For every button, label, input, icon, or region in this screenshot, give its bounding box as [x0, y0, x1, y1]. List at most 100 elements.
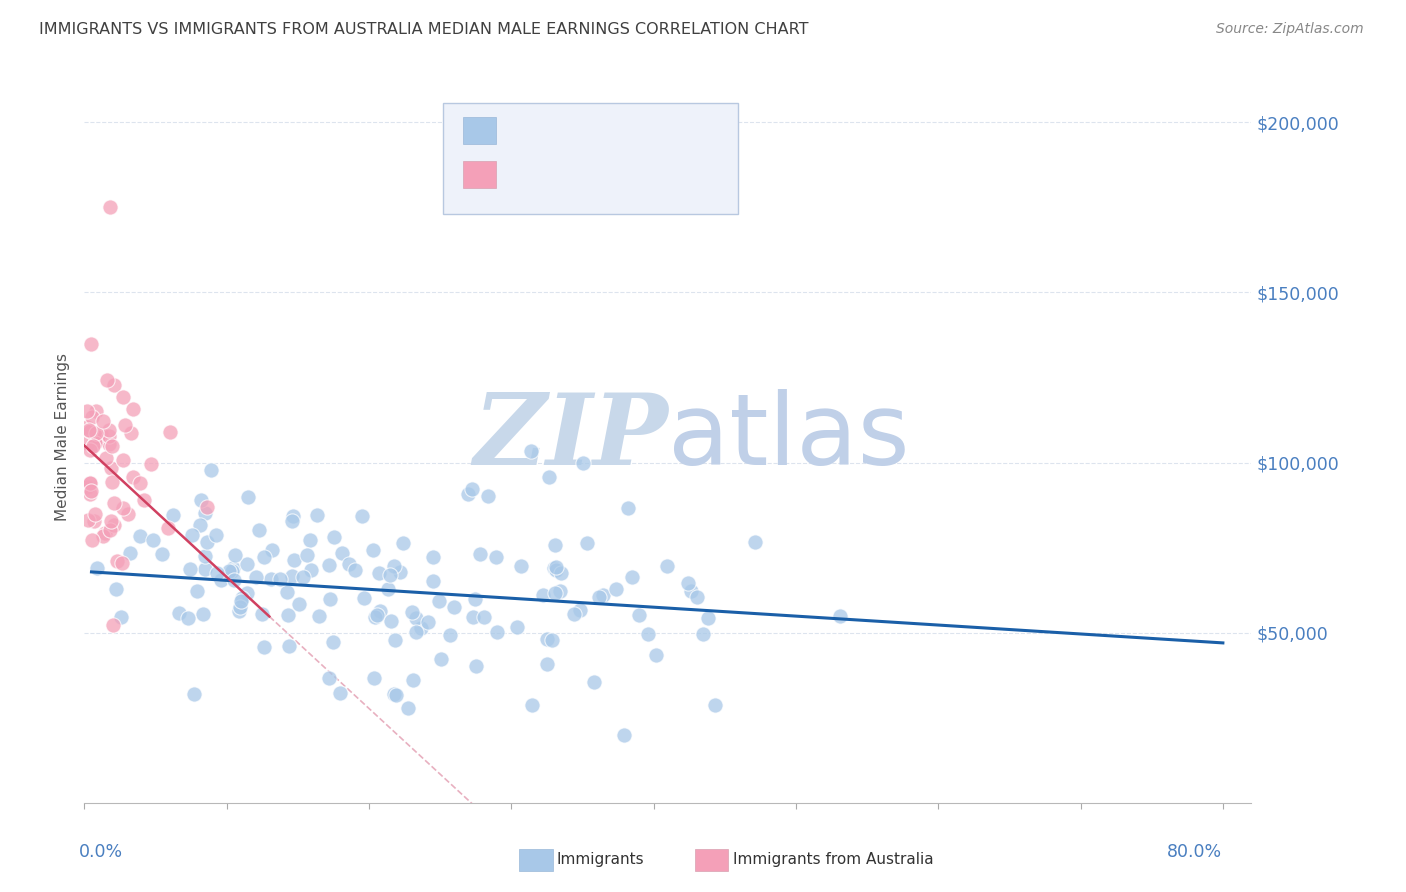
Point [157, 521, 180, 535]
Point [299, 563, 322, 577]
Point [83, 514, 105, 528]
Point [343, 563, 366, 577]
Point [337, 558, 360, 572]
Point [520, 698, 543, 713]
Point [541, 633, 564, 648]
Point [405, 611, 427, 625]
Point [461, 482, 484, 496]
Point [129, 475, 152, 490]
Point [368, 603, 391, 617]
Point [103, 518, 125, 533]
Point [218, 564, 240, 578]
Point [80, 533, 103, 547]
Point [550, 583, 572, 598]
Point [105, 582, 128, 596]
Point [592, 588, 614, 602]
Point [506, 620, 529, 634]
Point [86, 560, 108, 574]
Point [510, 558, 533, 573]
Point [247, 523, 270, 537]
Point [744, 535, 766, 549]
Point [82, 410, 104, 425]
Point [231, 594, 253, 608]
Point [461, 610, 484, 624]
Point [363, 671, 385, 685]
Point [486, 624, 509, 639]
Point [76, 480, 98, 494]
Point [477, 489, 499, 503]
Point [195, 500, 218, 515]
Point [692, 627, 714, 641]
Point [120, 545, 142, 559]
Point [364, 609, 387, 624]
Point [544, 559, 567, 574]
Point [101, 475, 124, 489]
Point [583, 674, 606, 689]
Point [103, 378, 125, 392]
Point [98, 201, 121, 215]
Point [318, 671, 340, 685]
Point [205, 527, 228, 541]
Point [260, 543, 283, 558]
Point [190, 492, 212, 507]
Point [605, 582, 627, 597]
Text: -0.357: -0.357 [546, 168, 603, 182]
Point [97, 437, 120, 451]
Point [457, 487, 479, 501]
Text: IMMIGRANTS VS IMMIGRANTS FROM AUSTRALIA MEDIAN MALE EARNINGS CORRELATION CHART: IMMIGRANTS VS IMMIGRANTS FROM AUSTRALIA … [39, 22, 808, 37]
Point [409, 621, 432, 635]
Point [103, 496, 125, 510]
Text: atlas: atlas [668, 389, 910, 485]
Point [401, 673, 423, 687]
Point [79, 475, 101, 490]
Point [190, 518, 212, 533]
Text: 147: 147 [647, 123, 681, 137]
Point [531, 588, 554, 602]
Point [378, 568, 401, 582]
Point [429, 593, 451, 607]
Point [468, 547, 491, 561]
Point [191, 607, 214, 621]
Point [110, 610, 132, 624]
Point [94, 450, 117, 465]
Point [352, 509, 374, 524]
Point [84, 425, 107, 440]
Point [657, 559, 679, 574]
Point [79, 424, 101, 438]
Text: Source: ZipAtlas.com: Source: ZipAtlas.com [1216, 22, 1364, 37]
Point [100, 461, 122, 475]
Point [484, 550, 506, 565]
Point [181, 528, 204, 542]
Point [697, 610, 720, 624]
Point [366, 607, 388, 622]
Point [380, 614, 402, 628]
Point [319, 592, 342, 607]
Point [80, 336, 103, 351]
Point [572, 456, 595, 470]
Point [194, 562, 217, 576]
Point [84, 404, 107, 418]
Text: 0.0%: 0.0% [79, 843, 122, 861]
Point [200, 463, 222, 477]
Point [550, 566, 572, 580]
Point [627, 608, 650, 623]
Point [281, 514, 304, 528]
Point [112, 390, 135, 404]
Point [228, 604, 250, 618]
Point [76, 419, 98, 434]
Point [252, 607, 274, 622]
Point [377, 582, 399, 597]
Point [392, 535, 415, 549]
Text: 80.0%: 80.0% [1167, 843, 1222, 861]
Text: Immigrants: Immigrants [557, 853, 644, 867]
Point [195, 535, 218, 549]
Point [122, 402, 145, 417]
Point [117, 507, 139, 521]
Point [100, 439, 122, 453]
Point [167, 606, 190, 620]
Text: R =: R = [503, 168, 538, 182]
Point [405, 625, 427, 640]
Point [277, 608, 299, 623]
Point [186, 584, 208, 599]
Point [620, 570, 643, 584]
